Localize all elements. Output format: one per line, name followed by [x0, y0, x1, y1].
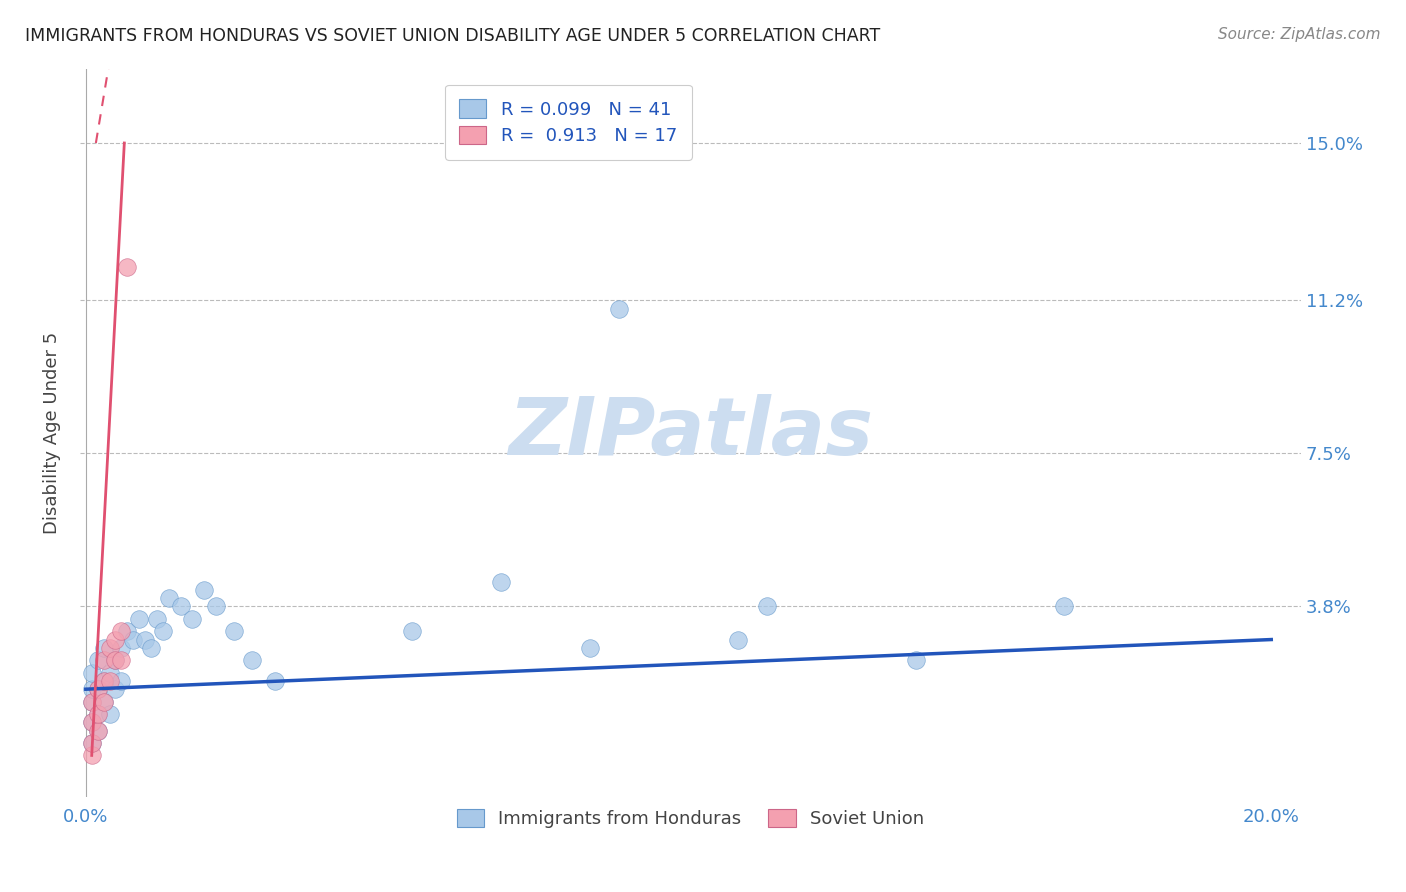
Point	[98, 673, 121, 688]
Point	[1053, 599, 1076, 614]
Point	[104, 682, 127, 697]
Point	[93, 695, 115, 709]
Point	[117, 624, 139, 639]
Point	[93, 640, 115, 655]
Point	[169, 599, 191, 614]
Point	[128, 612, 150, 626]
Point	[80, 682, 103, 697]
Point	[193, 582, 215, 597]
Point	[98, 665, 121, 680]
Point	[904, 653, 927, 667]
Point	[489, 574, 512, 589]
Point	[93, 673, 115, 688]
Legend: Immigrants from Honduras, Soviet Union: Immigrants from Honduras, Soviet Union	[450, 801, 931, 835]
Point	[205, 599, 228, 614]
Point	[80, 748, 103, 763]
Point	[86, 682, 108, 697]
Point	[93, 673, 115, 688]
Point	[86, 723, 108, 738]
Point	[93, 695, 115, 709]
Point	[104, 632, 127, 647]
Point	[134, 632, 156, 647]
Point	[146, 612, 169, 626]
Point	[93, 653, 115, 667]
Text: ZIPatlas: ZIPatlas	[508, 393, 873, 472]
Point	[578, 640, 600, 655]
Point	[80, 736, 103, 750]
Point	[86, 706, 108, 721]
Point	[264, 673, 287, 688]
Point	[240, 653, 263, 667]
Point	[86, 682, 108, 697]
Text: Source: ZipAtlas.com: Source: ZipAtlas.com	[1218, 27, 1381, 42]
Point	[80, 695, 103, 709]
Point	[104, 653, 127, 667]
Point	[80, 715, 103, 730]
Point	[607, 301, 630, 316]
Point	[104, 653, 127, 667]
Point	[727, 632, 749, 647]
Y-axis label: Disability Age Under 5: Disability Age Under 5	[44, 332, 60, 533]
Point	[86, 723, 108, 738]
Point	[80, 695, 103, 709]
Point	[110, 653, 132, 667]
Point	[86, 706, 108, 721]
Point	[222, 624, 245, 639]
Point	[80, 736, 103, 750]
Point	[756, 599, 779, 614]
Point	[401, 624, 423, 639]
Point	[80, 715, 103, 730]
Point	[157, 591, 180, 606]
Point	[86, 653, 108, 667]
Point	[181, 612, 204, 626]
Point	[152, 624, 174, 639]
Point	[139, 640, 162, 655]
Point	[98, 640, 121, 655]
Point	[98, 706, 121, 721]
Point	[117, 260, 139, 274]
Point	[122, 632, 145, 647]
Point	[110, 640, 132, 655]
Text: IMMIGRANTS FROM HONDURAS VS SOVIET UNION DISABILITY AGE UNDER 5 CORRELATION CHAR: IMMIGRANTS FROM HONDURAS VS SOVIET UNION…	[25, 27, 880, 45]
Point	[110, 624, 132, 639]
Point	[110, 673, 132, 688]
Point	[80, 665, 103, 680]
